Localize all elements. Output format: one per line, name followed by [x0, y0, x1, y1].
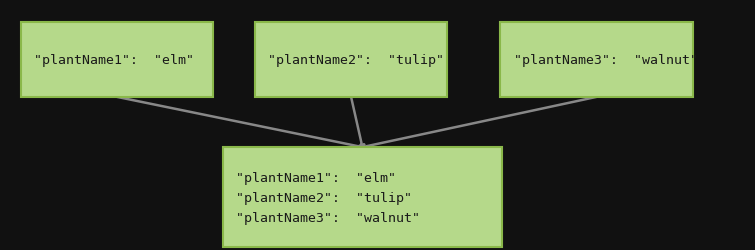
FancyBboxPatch shape: [501, 22, 693, 98]
Text: "plantName1":  "elm"
"plantName2":  "tulip"
"plantName3":  "walnut": "plantName1": "elm" "plantName2": "tulip…: [236, 171, 421, 224]
FancyBboxPatch shape: [20, 22, 213, 98]
FancyBboxPatch shape: [255, 22, 447, 98]
Text: "plantName3":  "walnut": "plantName3": "walnut": [513, 54, 698, 66]
FancyBboxPatch shape: [223, 148, 502, 248]
Text: "plantName1":  "elm": "plantName1": "elm": [35, 54, 194, 66]
Text: "plantName2":  "tulip": "plantName2": "tulip": [269, 54, 445, 66]
